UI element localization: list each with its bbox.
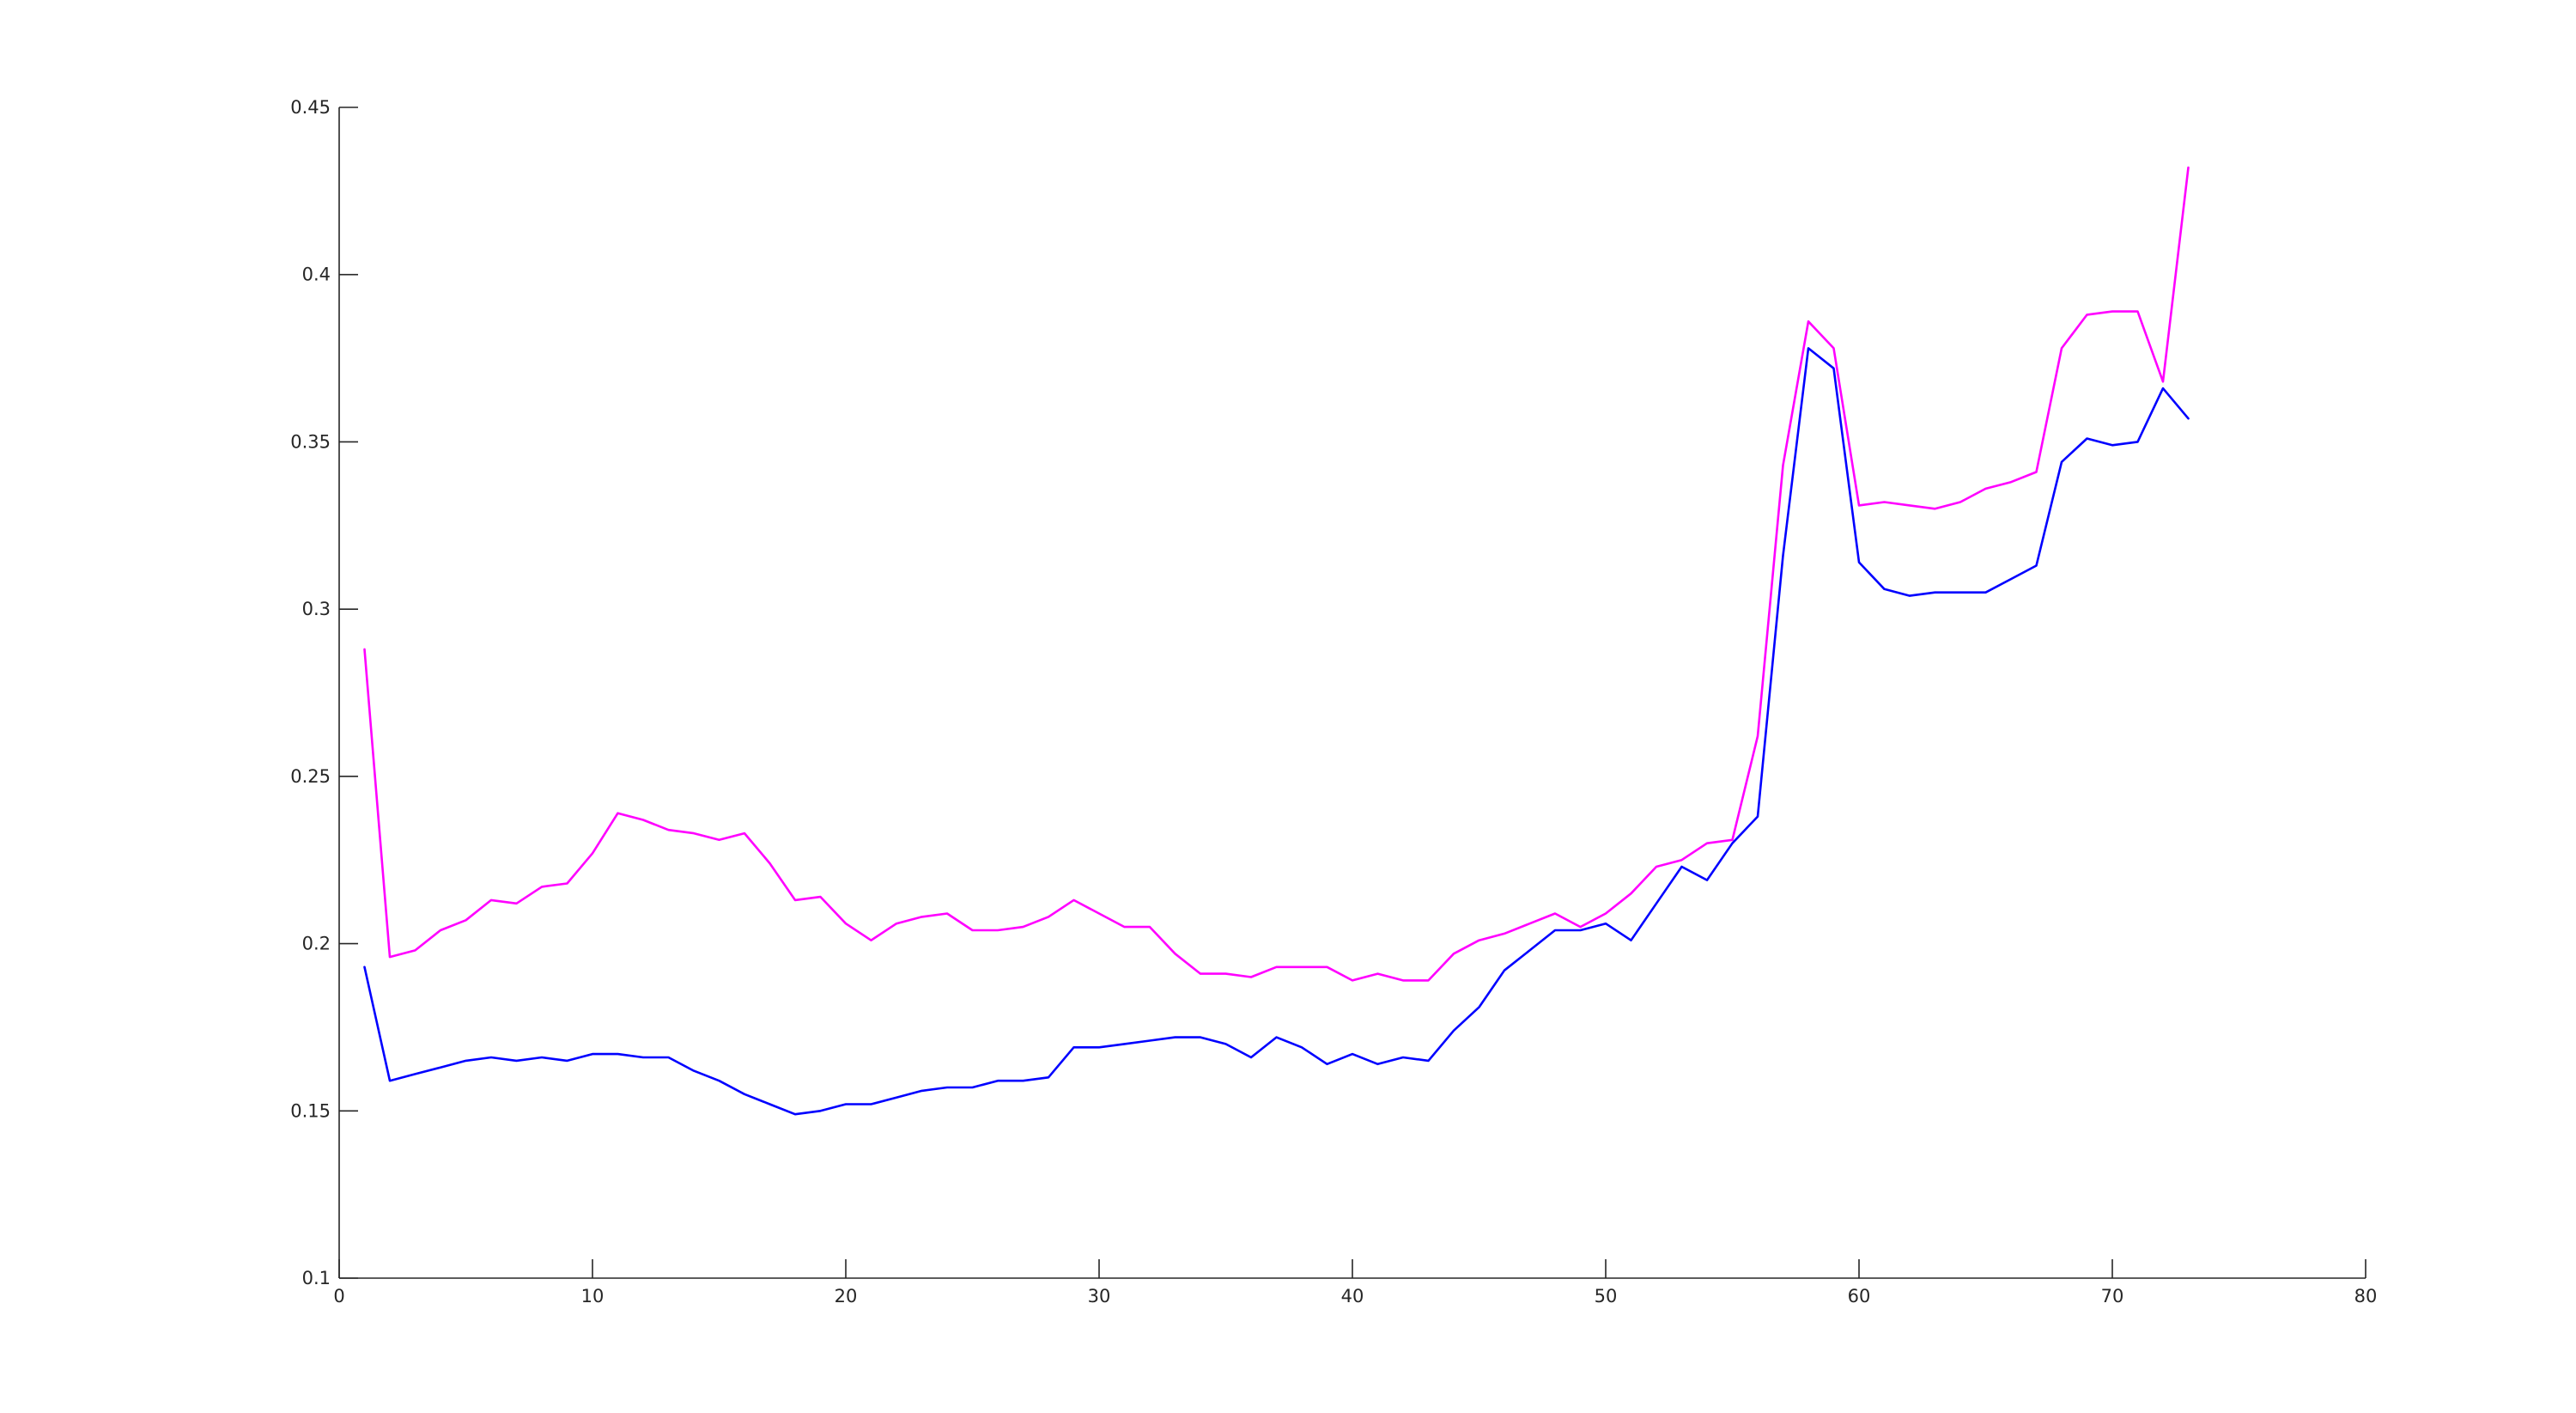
x-tick-label: 50 <box>1595 1286 1618 1306</box>
y-tick-label: 0.45 <box>290 97 331 118</box>
series-line-1 <box>363 166 2190 982</box>
series-line-2 <box>363 347 2190 1116</box>
x-tick-label: 60 <box>1848 1286 1871 1306</box>
y-tick-label: 0.2 <box>302 934 331 954</box>
x-tick-label: 70 <box>2101 1286 2124 1306</box>
y-tick-label: 0.35 <box>290 431 331 452</box>
y-tick-label: 0.4 <box>302 265 331 285</box>
plot-axes <box>338 107 2366 1279</box>
x-tick-label: 10 <box>581 1286 605 1306</box>
y-tick-label: 0.1 <box>302 1268 331 1288</box>
y-tick-label: 0.25 <box>290 766 331 787</box>
y-axis-ticks: 0.1 0.15 0.2 0.25 0.3 0.35 0.4 0.45 <box>290 97 358 1288</box>
x-tick-label: 80 <box>2354 1286 2378 1306</box>
y-tick-label: 0.15 <box>290 1100 331 1121</box>
x-tick-label: 30 <box>1088 1286 1111 1306</box>
x-tick-label: 0 <box>333 1286 344 1306</box>
series-lines <box>363 166 2190 1116</box>
x-axis-ticks: 0 10 20 30 40 50 60 70 80 <box>333 1259 2377 1306</box>
y-tick-label: 0.3 <box>302 599 331 619</box>
x-tick-label: 20 <box>835 1286 858 1306</box>
x-tick-label: 40 <box>1341 1286 1364 1306</box>
